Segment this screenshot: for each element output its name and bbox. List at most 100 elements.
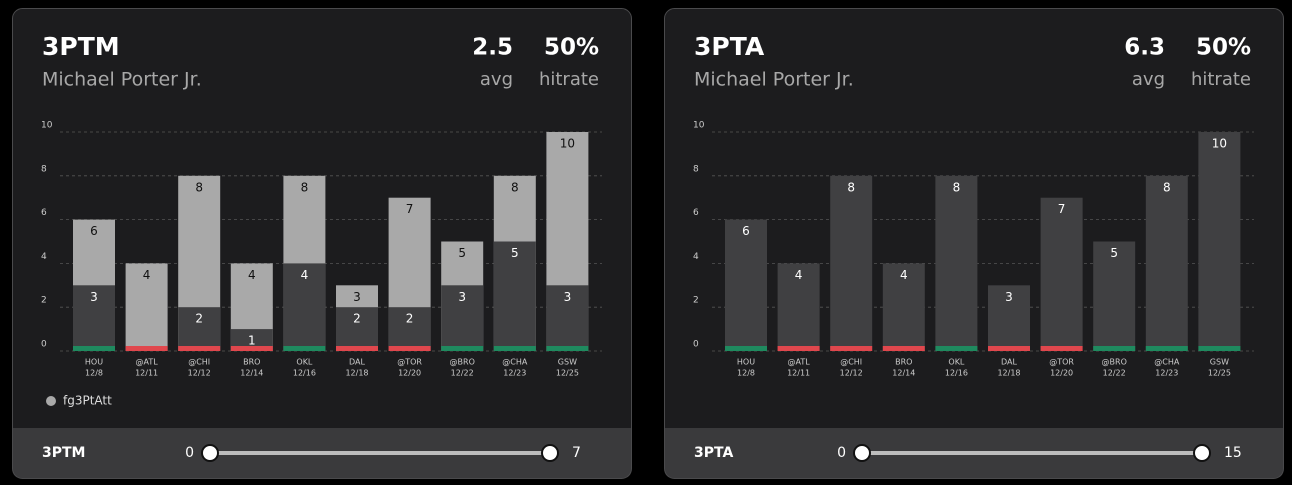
x-tick-date: 12/8 — [737, 369, 755, 378]
x-tick-date: 12/18 — [345, 369, 368, 378]
result-strip — [988, 346, 1030, 351]
x-tick-label: @ATL — [135, 358, 158, 367]
bar-value-label: 6 — [742, 224, 750, 238]
x-tick-date: 12/25 — [1208, 369, 1231, 378]
x-tick-date: 12/14 — [240, 369, 263, 378]
bar-value-label: 3 — [1005, 290, 1013, 304]
slider-max: 7 — [572, 445, 581, 461]
bar-value-label: 4 — [900, 268, 908, 282]
stat-value: 2.5 — [472, 35, 513, 61]
slider-handle[interactable] — [1193, 444, 1211, 462]
result-strip — [1040, 346, 1083, 351]
slider-label: 3PTA — [694, 445, 733, 461]
bar — [230, 329, 273, 351]
bar-value-label: 10 — [560, 137, 575, 151]
slider-max: 15 — [1224, 445, 1242, 461]
x-tick-label: @CHI — [188, 358, 210, 367]
card-border — [664, 8, 1284, 479]
stat-label: avg — [1132, 69, 1165, 90]
x-tick-label: @BRO — [450, 358, 475, 367]
stat-label: avg — [480, 69, 513, 90]
bar — [882, 263, 925, 351]
bar-value-label: 2 — [353, 312, 361, 326]
x-tick-label: @BRO — [1102, 358, 1127, 367]
x-tick-date: 12/20 — [398, 369, 421, 378]
bar — [178, 307, 221, 351]
slider-handle[interactable] — [201, 444, 219, 462]
slider-min: 0 — [837, 445, 846, 461]
bar-value-label: 8 — [301, 180, 309, 194]
result-strip — [73, 346, 115, 351]
stat-value: 50% — [1196, 35, 1251, 61]
bar — [493, 241, 536, 351]
result-strip — [336, 346, 378, 351]
y-tick-label: 10 — [693, 121, 705, 131]
x-tick-date: 12/18 — [997, 369, 1020, 378]
stat-value: 50% — [544, 35, 599, 61]
x-tick-label: @TOR — [397, 358, 422, 367]
slider-min: 0 — [185, 445, 194, 461]
x-tick-date: 12/23 — [503, 369, 526, 378]
bar-value-label: 1 — [248, 334, 256, 348]
bar-value-label: 6 — [90, 224, 98, 238]
bar — [988, 285, 1030, 351]
result-strip — [830, 346, 873, 351]
card-title: 3PTA — [694, 32, 765, 61]
bar — [1198, 132, 1241, 351]
bar-value-label: 4 — [795, 268, 803, 282]
slider-handle[interactable] — [853, 444, 871, 462]
x-tick-date: 12/22 — [1103, 369, 1126, 378]
x-tick-date: 12/8 — [85, 369, 103, 378]
bar — [336, 307, 378, 351]
bar-value-label: 2 — [195, 312, 203, 326]
player-name: Michael Porter Jr. — [42, 69, 202, 91]
result-strip — [493, 346, 536, 351]
stat-label: hitrate — [539, 69, 599, 90]
x-tick-label: @CHA — [502, 358, 528, 367]
x-tick-label: @CHA — [1154, 358, 1180, 367]
bar — [935, 175, 978, 351]
result-strip — [882, 346, 925, 351]
result-strip — [935, 346, 978, 351]
bar — [546, 285, 589, 351]
bar-value-label: 4 — [143, 268, 151, 282]
bar — [777, 263, 820, 351]
result-strip — [546, 346, 589, 351]
card-title: 3PTM — [42, 32, 120, 61]
card-border — [12, 8, 632, 479]
x-tick-date: 12/11 — [787, 369, 810, 378]
x-tick-date: 12/22 — [451, 369, 474, 378]
x-tick-label: @CHI — [840, 358, 862, 367]
x-tick-date: 12/16 — [945, 369, 968, 378]
bar-value-label: 5 — [1110, 246, 1118, 260]
x-tick-label: DAL — [1001, 358, 1017, 367]
bar-value-label: 4 — [248, 268, 256, 282]
x-tick-date: 12/20 — [1050, 369, 1073, 378]
bar — [1145, 175, 1188, 351]
x-tick-date: 12/23 — [1155, 369, 1178, 378]
bar — [1093, 241, 1136, 351]
result-strip — [230, 346, 273, 351]
y-tick-label: 4 — [41, 252, 47, 262]
player-name: Michael Porter Jr. — [694, 69, 854, 91]
result-strip — [1145, 346, 1188, 351]
x-tick-label: @TOR — [1049, 358, 1074, 367]
bar — [441, 285, 484, 351]
x-tick-label: BRO — [243, 358, 260, 367]
result-strip — [125, 346, 168, 351]
bar-value-label: 8 — [195, 180, 203, 194]
result-strip — [388, 346, 431, 351]
x-tick-label: @ATL — [787, 358, 810, 367]
x-tick-label: GSW — [558, 358, 577, 367]
bar-value-label: 8 — [511, 180, 519, 194]
result-strip — [1093, 346, 1136, 351]
slider-handle[interactable] — [541, 444, 559, 462]
y-tick-label: 8 — [41, 164, 47, 174]
bar-value-label: 3 — [458, 290, 466, 304]
x-tick-label: HOU — [737, 358, 755, 367]
bar-value-label: 3 — [353, 290, 361, 304]
bar-value-label: 4 — [301, 268, 309, 282]
bar-value-label: 7 — [1058, 202, 1066, 216]
y-tick-label: 2 — [693, 296, 699, 306]
